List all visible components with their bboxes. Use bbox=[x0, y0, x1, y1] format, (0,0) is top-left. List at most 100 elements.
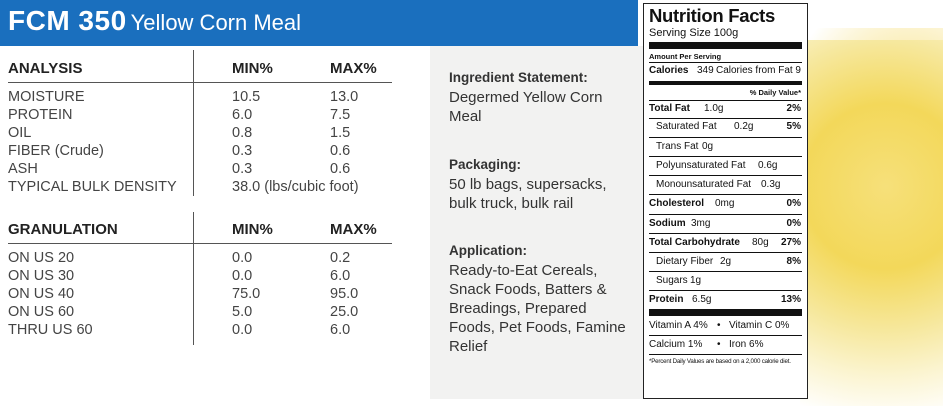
rule bbox=[649, 194, 802, 195]
dietary-fiber-dv: 8% bbox=[786, 256, 801, 267]
rule bbox=[649, 252, 802, 253]
page-title: FCM 350 Yellow Corn Meal bbox=[8, 5, 301, 37]
table-row: MOISTURE 10.5 13.0 bbox=[8, 89, 392, 107]
application-block: Application: Ready-to-Eat Cereals, Snack… bbox=[449, 243, 627, 356]
row-max: 6.0 bbox=[330, 268, 351, 284]
cholesterol-dv: 0% bbox=[786, 198, 801, 209]
row-max: 6.0 bbox=[330, 322, 351, 338]
analysis-header-row: ANALYSIS MIN% MAX% bbox=[8, 58, 392, 82]
row-label: ON US 40 bbox=[8, 286, 75, 302]
ingredient-text: Degermed Yellow Corn Meal bbox=[449, 89, 603, 125]
analysis-divider bbox=[8, 82, 392, 83]
protein-value: 6.5g bbox=[692, 294, 712, 305]
dietary-fiber-label: Dietary Fiber bbox=[656, 256, 714, 267]
sugars-value: 1g bbox=[690, 275, 702, 286]
analysis-header-label: ANALYSIS bbox=[8, 60, 83, 77]
table-row: ON US 40 75.0 95.0 bbox=[8, 286, 392, 304]
application-text: Ready-to-Eat Cereals, Snack Foods, Batte… bbox=[449, 262, 626, 355]
sugars-label: Sugars bbox=[656, 275, 688, 286]
packaging-text: 50 lb bags, supersacks, bulk truck, bulk… bbox=[449, 176, 607, 212]
footnote: *Percent Daily Values are based on a 2,0… bbox=[649, 358, 791, 365]
row-min: 75.0 bbox=[232, 286, 261, 302]
row-label: ON US 60 bbox=[8, 304, 75, 320]
application-label: Application: bbox=[449, 243, 527, 258]
nutrition-title: Nutrition Facts bbox=[649, 5, 776, 26]
rule bbox=[649, 290, 802, 291]
total-fat-value: 1.0g bbox=[704, 103, 724, 114]
rule bbox=[649, 271, 802, 272]
granulation-header-row: GRANULATION MIN% MAX% bbox=[8, 219, 392, 243]
packaging-block: Packaging: 50 lb bags, supersacks, bulk … bbox=[449, 157, 634, 213]
row-label: ON US 20 bbox=[8, 250, 75, 266]
row-min: 5.0 bbox=[232, 304, 253, 320]
calories-from-fat: Calories from Fat 9 bbox=[715, 65, 801, 76]
protein-label: Protein bbox=[649, 294, 684, 305]
rule bbox=[649, 62, 802, 63]
row-label: PROTEIN bbox=[8, 107, 73, 123]
rule bbox=[649, 233, 802, 234]
density-value: 38.0 (lbs/cubic foot) bbox=[232, 179, 359, 195]
density-row: TYPICAL BULK DENSITY 38.0 (lbs/cubic foot… bbox=[8, 179, 392, 197]
analysis-header-min: MIN% bbox=[232, 60, 273, 77]
row-min: 6.0 bbox=[232, 107, 253, 123]
table-row: PROTEIN 6.0 7.5 bbox=[8, 107, 392, 125]
title-banner: FCM 350 Yellow Corn Meal bbox=[0, 0, 638, 46]
iron: Iron 6% bbox=[729, 339, 764, 350]
row-max: 1.5 bbox=[330, 125, 351, 141]
thick-rule bbox=[649, 309, 802, 316]
analysis-header-max: MAX% bbox=[330, 60, 377, 77]
row-max: 95.0 bbox=[330, 286, 359, 302]
row-max: 0.6 bbox=[330, 161, 351, 177]
granulation-column-divider bbox=[193, 212, 194, 345]
sodium-value: 3mg bbox=[691, 218, 711, 229]
row-max: 7.5 bbox=[330, 107, 351, 123]
row-label: OIL bbox=[8, 125, 32, 141]
calories-label: Calories bbox=[649, 65, 689, 76]
packaging-label: Packaging: bbox=[449, 157, 522, 172]
carbohydrate-dv: 27% bbox=[780, 237, 801, 248]
saturated-fat-label: Saturated Fat bbox=[656, 121, 717, 132]
vitamin-c: Vitamin C 0% bbox=[729, 320, 790, 331]
poly-fat-value: 0.6g bbox=[758, 160, 778, 171]
ingredient-label: Ingredient Statement: bbox=[449, 70, 588, 85]
rule bbox=[649, 100, 802, 101]
rule bbox=[649, 214, 802, 215]
total-fat-dv: 2% bbox=[786, 103, 801, 114]
calcium: Calcium 1% bbox=[649, 339, 703, 350]
row-max: 0.6 bbox=[330, 143, 351, 159]
saturated-fat-dv: 5% bbox=[786, 121, 801, 132]
row-label: ASH bbox=[8, 161, 38, 177]
table-row: THRU US 60 0.0 6.0 bbox=[8, 322, 392, 340]
granulation-header-label: GRANULATION bbox=[8, 221, 118, 238]
granulation-header-min: MIN% bbox=[232, 221, 273, 238]
vitamin-a: Vitamin A 4% bbox=[649, 320, 708, 331]
rule bbox=[649, 156, 802, 157]
trans-fat-value: 0g bbox=[702, 141, 714, 152]
table-row: FIBER (Crude) 0.3 0.6 bbox=[8, 143, 392, 161]
sodium-dv: 0% bbox=[786, 218, 801, 229]
granulation-divider bbox=[8, 243, 392, 244]
row-max: 13.0 bbox=[330, 89, 359, 105]
rule bbox=[649, 354, 802, 355]
table-row: OIL 0.8 1.5 bbox=[8, 125, 392, 143]
row-max: 0.2 bbox=[330, 250, 351, 266]
corn-meal-photo bbox=[800, 40, 943, 406]
dietary-fiber-value: 2g bbox=[720, 256, 732, 267]
row-min: 0.3 bbox=[232, 161, 253, 177]
product-code: FCM 350 bbox=[8, 5, 127, 36]
rule bbox=[649, 118, 802, 119]
calories-value: 349 bbox=[697, 65, 714, 76]
mono-fat-label: Monounsaturated Fat bbox=[656, 179, 752, 190]
cholesterol-value: 0mg bbox=[715, 198, 735, 209]
rule bbox=[649, 137, 802, 138]
amount-per-serving: Amount Per Serving bbox=[649, 52, 722, 61]
rule bbox=[649, 335, 802, 336]
daily-value-header: % Daily Value* bbox=[749, 88, 801, 97]
protein-dv: 13% bbox=[780, 294, 801, 305]
bullet-separator: • bbox=[717, 339, 721, 350]
medium-rule bbox=[649, 81, 802, 85]
mono-fat-value: 0.3g bbox=[761, 179, 781, 190]
row-min: 10.5 bbox=[232, 89, 261, 105]
row-label: MOISTURE bbox=[8, 89, 85, 105]
total-fat-label: Total Fat bbox=[649, 103, 690, 114]
